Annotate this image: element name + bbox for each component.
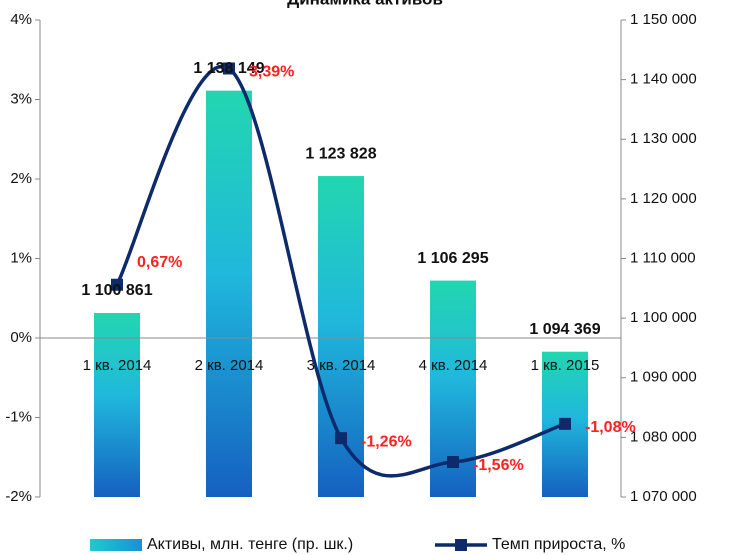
y-tick-label: -1% [5, 408, 32, 425]
y2-tick-label: 1 080 000 [630, 428, 697, 445]
line-marker [223, 62, 235, 75]
y-tick-label: 2% [10, 170, 32, 187]
legend-swatch [90, 539, 142, 551]
x-tick-label: 1 кв. 2015 [531, 357, 600, 374]
x-tick-label: 2 кв. 2014 [195, 357, 264, 374]
bar [94, 312, 140, 497]
line-marker [559, 417, 571, 430]
y2-tick-label: 1 120 000 [630, 190, 697, 207]
y2-tick-label: 1 130 000 [630, 130, 697, 147]
bar-value-label: 1 094 369 [529, 321, 600, 338]
y2-tick-label: 1 140 000 [630, 71, 697, 88]
bar-value-label: 1 123 828 [305, 145, 376, 162]
y2-tick-label: 1 110 000 [630, 249, 696, 266]
bar-value-label: 1 138 149 [193, 60, 264, 77]
x-tick-label: 1 кв. 2014 [83, 357, 152, 374]
legend-label: Активы, млн. тенге (пр. шк.) [147, 536, 353, 553]
line-marker [335, 432, 347, 445]
bar-value-label: 1 100 861 [81, 282, 152, 299]
line-marker [111, 278, 123, 291]
bar-value-label: 1 106 295 [417, 250, 488, 267]
line-marker [447, 456, 459, 469]
line-value-label: -1,56% [473, 457, 524, 474]
bar [318, 176, 364, 498]
bar [206, 90, 252, 497]
line-value-label: -1,26% [361, 433, 412, 450]
line-value-label: 3,39% [249, 64, 294, 81]
y2-tick-label: 1 070 000 [630, 488, 697, 505]
y2-tick-label: 1 090 000 [630, 369, 697, 386]
y-tick-label: 1% [10, 249, 32, 266]
x-tick-label: 3 кв. 2014 [307, 357, 376, 374]
y-tick-label: 4% [10, 11, 32, 28]
line-value-label: -1,08% [585, 419, 636, 436]
chart-title: Динамика активов [287, 0, 443, 8]
y-tick-label: -2% [5, 488, 32, 505]
y-tick-label: 0% [10, 329, 32, 346]
y2-tick-label: 1 150 000 [630, 11, 697, 28]
y2-tick-label: 1 100 000 [630, 309, 697, 326]
legend-swatch-marker [455, 539, 467, 551]
line-value-label: 0,67% [137, 254, 182, 271]
x-tick-label: 4 кв. 2014 [419, 357, 488, 374]
legend-label: Темп прироста, % [492, 536, 625, 553]
y-tick-label: 3% [10, 90, 32, 107]
